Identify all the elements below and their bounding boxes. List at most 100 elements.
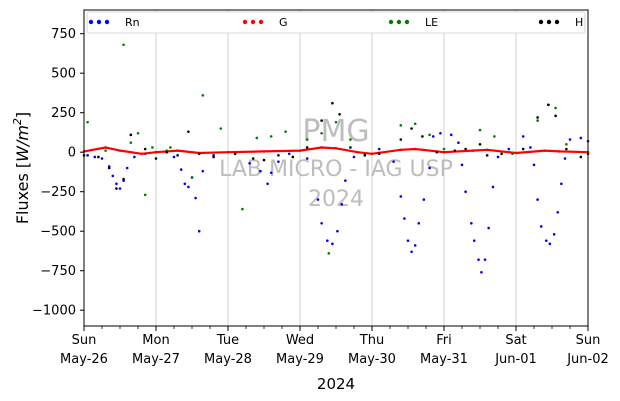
data-point-LE	[334, 120, 338, 124]
legend: Rn G LE H	[86, 11, 586, 34]
data-point-H	[122, 177, 125, 181]
data-point-Rn	[472, 239, 476, 242]
data-point-Rn	[118, 187, 122, 190]
data-point-Rn	[422, 198, 426, 201]
data-point-LE	[305, 138, 309, 141]
y-axis-label-unit: W/m	[13, 125, 32, 162]
data-point-G	[140, 152, 143, 156]
data-point-H	[478, 143, 482, 146]
legend-marker	[538, 19, 544, 25]
data-point-G	[485, 148, 489, 152]
data-point-LE	[565, 143, 568, 146]
data-point-G	[320, 146, 323, 149]
data-point-Rn	[316, 198, 320, 201]
data-point-Rn	[326, 239, 329, 242]
data-point-Rn	[560, 182, 563, 186]
data-point-Rn	[331, 242, 334, 246]
data-point-Rn	[305, 157, 309, 160]
data-point-H	[129, 133, 133, 137]
data-point-Rn	[417, 222, 421, 225]
data-point-G	[262, 150, 266, 153]
data-point-Rn	[111, 174, 115, 178]
x-tick-day: Wed	[286, 333, 314, 348]
data-point-Rn	[125, 166, 129, 170]
legend-marker	[96, 19, 102, 25]
data-point-LE	[190, 176, 194, 179]
legend-marker	[546, 19, 552, 25]
y-axis-label-main: Fluxes [	[13, 162, 32, 224]
data-point-LE	[284, 130, 287, 133]
legend-marker	[554, 19, 560, 25]
data-point-H	[176, 154, 179, 157]
data-point-H	[464, 147, 467, 151]
data-point-LE	[413, 122, 417, 126]
data-point-LE	[511, 152, 514, 156]
legend-item-H: H	[538, 16, 583, 29]
data-point-H	[565, 147, 568, 151]
data-point-H	[421, 135, 424, 138]
data-point-LE	[320, 131, 323, 135]
data-point-Rn	[439, 131, 442, 135]
data-point-Rn	[269, 171, 273, 175]
data-point-LE	[122, 43, 125, 47]
data-point-G	[118, 149, 122, 152]
data-point-Rn	[470, 222, 473, 225]
y-axis-label-close: ]	[13, 112, 32, 118]
legend-label: LE	[425, 16, 438, 29]
data-point-Rn	[521, 135, 525, 138]
data-point-Rn	[460, 163, 464, 167]
data-point-G	[298, 149, 302, 152]
data-point-Rn	[480, 270, 483, 274]
watermark-line: 2024	[308, 187, 364, 212]
x-tick-day: Tue	[216, 333, 239, 348]
data-point-Rn	[172, 155, 176, 159]
data-point-Rn	[399, 195, 403, 198]
data-point-Rn	[287, 152, 291, 156]
data-point-LE	[104, 149, 107, 152]
watermark-line: LAB MICRO - IAG USP	[219, 157, 453, 182]
data-point-H	[331, 101, 334, 105]
watermark-line: PMG	[302, 114, 369, 149]
data-point-Rn	[266, 182, 269, 186]
data-point-LE	[129, 141, 133, 145]
data-point-G	[356, 150, 359, 154]
x-tick-date: May-29	[276, 352, 324, 367]
data-point-LE	[136, 131, 140, 135]
data-point-H	[377, 152, 381, 156]
legend-marker	[258, 19, 264, 25]
data-point-Rn	[529, 146, 532, 149]
data-point-Rn	[187, 185, 190, 189]
legend-marker	[404, 19, 410, 25]
y-tick-label: −1000	[32, 304, 76, 319]
data-point-LE	[143, 193, 147, 197]
data-point-Rn	[532, 163, 536, 167]
data-point-Rn	[556, 210, 560, 214]
data-point-LE	[151, 146, 154, 149]
data-point-Rn	[100, 157, 104, 160]
data-point-LE	[428, 133, 431, 137]
data-point-Rn	[320, 222, 323, 225]
data-point-Rn	[507, 147, 511, 151]
data-point-G	[543, 149, 547, 152]
data-point-G	[104, 146, 107, 149]
data-point-G	[413, 147, 417, 151]
x-tick-date: Jun-01	[494, 352, 537, 367]
data-point-H	[399, 138, 403, 141]
data-point-Rn	[403, 217, 406, 220]
data-point-LE	[554, 106, 557, 110]
x-tick-date: May-26	[60, 352, 108, 367]
data-point-LE	[349, 138, 352, 141]
data-point-Rn	[477, 258, 480, 261]
data-point-H	[435, 150, 439, 154]
data-point-H	[410, 127, 413, 130]
x-tick-day: Sun	[576, 333, 601, 348]
data-point-G	[442, 150, 446, 154]
data-point-LE	[493, 135, 496, 138]
data-point-H	[291, 155, 295, 159]
x-tick-date: May-30	[348, 352, 396, 367]
data-point-Rn	[93, 155, 97, 159]
data-point-Rn	[377, 147, 381, 151]
data-point-Rn	[496, 155, 500, 159]
data-point-Rn	[197, 229, 201, 233]
